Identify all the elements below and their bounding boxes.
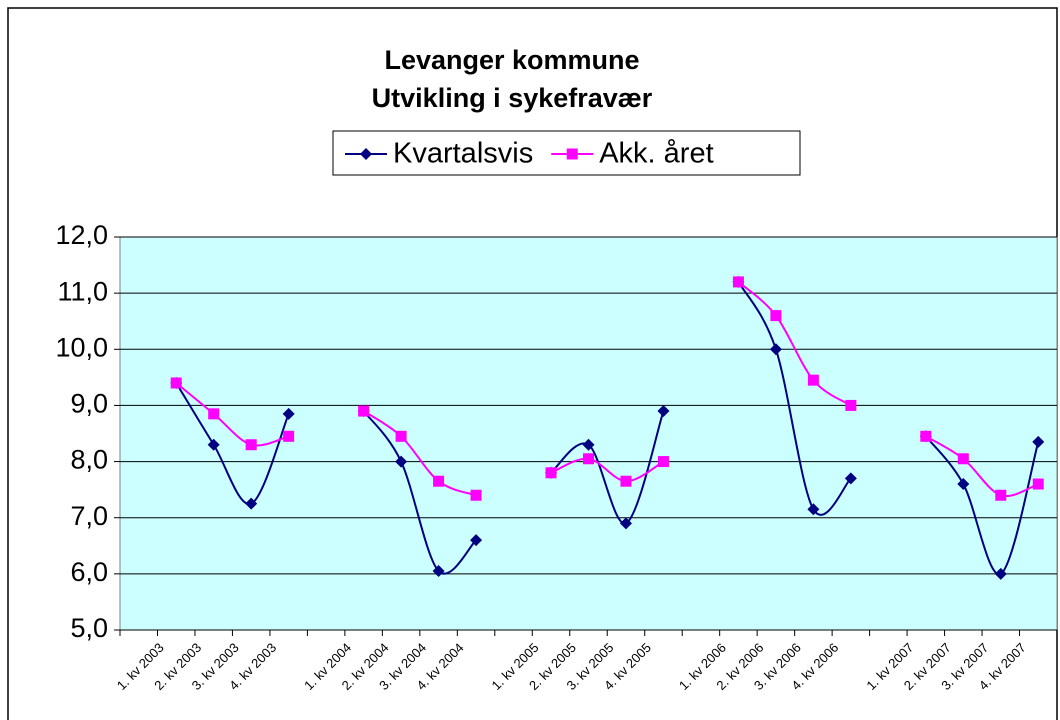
marker: [844, 472, 857, 485]
marker: [957, 478, 970, 491]
marker: [770, 310, 782, 322]
marker: [845, 399, 857, 411]
marker: [470, 489, 482, 501]
marker: [582, 438, 595, 451]
marker: [208, 408, 220, 420]
marker: [395, 430, 407, 442]
series-line: [175, 281, 1039, 498]
marker: [920, 430, 932, 442]
plot-area: [119, 236, 1058, 631]
legend-label: Akk. året: [599, 138, 713, 170]
legend-label: Kvartalsvis: [393, 138, 533, 170]
marker: [995, 489, 1007, 501]
marker: [657, 405, 670, 418]
y-tick-label: 8,0: [70, 445, 108, 475]
marker: [358, 405, 370, 417]
y-tick-label: 10,0: [55, 332, 108, 362]
marker: [957, 453, 969, 465]
marker: [619, 517, 632, 530]
marker: [433, 475, 445, 487]
marker: [245, 497, 258, 510]
marker: [620, 475, 632, 487]
series-line: [175, 281, 1040, 575]
marker: [282, 407, 295, 420]
marker: [470, 534, 483, 547]
marker: [807, 503, 820, 516]
marker: [1032, 478, 1044, 490]
y-tick-label: 11,0: [57, 276, 108, 306]
y-tick-label: 9,0: [70, 389, 108, 419]
marker: [283, 430, 295, 442]
y-tick-label: 5,0: [70, 613, 108, 643]
marker: [994, 567, 1007, 580]
marker: [360, 148, 372, 160]
legend: Kvartalsvis Akk. året: [332, 130, 801, 176]
marker: [657, 456, 669, 468]
chart-title: Utvikling i sykefravær: [372, 83, 653, 113]
marker: [170, 377, 182, 389]
marker: [807, 374, 819, 386]
marker: [432, 565, 445, 578]
marker: [1032, 435, 1045, 448]
marker: [732, 276, 744, 288]
chart-title: Levanger kommune: [384, 45, 639, 75]
marker: [566, 148, 578, 160]
marker: [207, 438, 220, 451]
marker: [583, 453, 594, 465]
marker: [395, 455, 408, 468]
marker: [245, 439, 257, 451]
marker: [769, 343, 782, 356]
y-tick-label: 12,0: [55, 220, 108, 250]
y-tick-label: 7,0: [70, 501, 108, 531]
y-tick-label: 6,0: [70, 557, 108, 587]
marker: [545, 467, 557, 479]
